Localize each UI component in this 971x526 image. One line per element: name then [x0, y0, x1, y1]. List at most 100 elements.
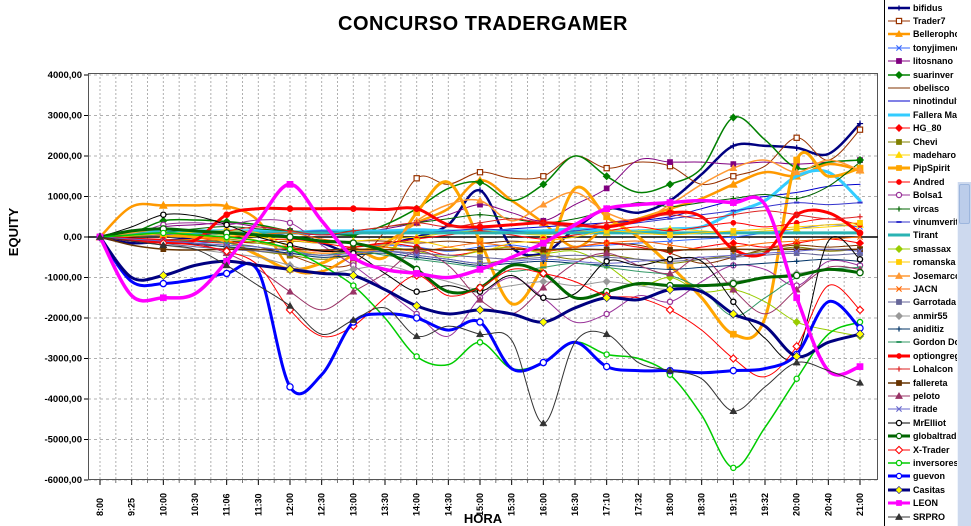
legend-line-sample-icon: [888, 138, 910, 145]
legend-label: itrade: [913, 404, 938, 415]
legend-item-andred[interactable]: Andred: [885, 175, 957, 188]
legend-item-garrotada[interactable]: Garrotada: [885, 296, 957, 309]
legend-line-sample-icon: [888, 485, 910, 494]
y-tick-label: 4000,00: [48, 70, 82, 81]
legend-line-sample-icon: [888, 311, 910, 320]
legend-item-optiongreg[interactable]: optiongreg: [885, 349, 957, 362]
legend-item-srpro[interactable]: SRPRO: [885, 510, 957, 523]
legend-line-sample-icon: [888, 341, 910, 344]
legend-item-anmir55[interactable]: anmir55: [885, 309, 957, 322]
legend-item-mrelliot[interactable]: MrElliot: [885, 416, 957, 429]
legend-item-bifidus[interactable]: bifidus: [885, 1, 957, 14]
legend-item-bellerophon[interactable]: Bellerophon: [885, 28, 957, 41]
legend-item-fallereta[interactable]: fallereta: [885, 376, 957, 389]
legend-label: litosnano: [913, 56, 953, 67]
chart-title: CONCURSO TRADERGAMER: [338, 13, 628, 35]
y-tick-label: 3000,00: [48, 111, 82, 122]
x-tick-label: 16:00: [538, 493, 548, 516]
legend-item-tirant[interactable]: Tirant: [885, 229, 957, 242]
legend-line-sample-icon: [888, 459, 910, 467]
legend-item-globaltrading[interactable]: globaltrading: [885, 430, 957, 443]
x-tick-label: 20:40: [823, 493, 833, 516]
legend-item-aniditiz[interactable]: aniditiz: [885, 322, 957, 335]
legend-line-sample-icon: [888, 391, 910, 399]
legend-line-sample-icon: [888, 244, 910, 253]
x-tick-label: 12:00: [285, 493, 295, 516]
x-tick-label: 18:30: [697, 493, 707, 516]
legend-label: obelisco: [913, 83, 950, 94]
legend-label: suarinver: [913, 69, 954, 80]
legend-item-pipspirit[interactable]: PipSpirit: [885, 162, 957, 175]
legend-item-fallera-major[interactable]: Fallera Major: [885, 108, 957, 121]
legend-line-sample-icon: [888, 285, 910, 292]
legend-label: guevon: [913, 471, 946, 482]
legend-item-guevon[interactable]: guevon: [885, 470, 957, 483]
legend-item-jacn[interactable]: JACN: [885, 282, 957, 295]
legend-label: SRPRO: [913, 511, 946, 522]
scrollbar-thumb[interactable]: [959, 184, 970, 224]
y-tick-label: 0,00: [64, 232, 83, 243]
legend-item-madeharo[interactable]: madeharo: [885, 148, 957, 161]
legend-item-hg-80[interactable]: HG_80: [885, 122, 957, 135]
legend-line-sample-icon: [888, 352, 910, 359]
legend-item-inversores-w[interactable]: inversores.w: [885, 456, 957, 469]
legend-line-sample-icon: [888, 124, 910, 133]
legend-line-sample-icon: [888, 70, 910, 79]
legend-label: Tirant: [913, 230, 938, 241]
x-tick-label: 11:30: [253, 493, 263, 516]
legend-item-trader7[interactable]: Trader7: [885, 14, 957, 27]
equity-line-chart: 8:00 9:25 10:00 10:30 11:06 11:30 12:00 12:30 13…: [44, 70, 878, 516]
legend-label: vircas: [913, 203, 940, 214]
vertical-scrollbar[interactable]: [957, 182, 971, 526]
legend-item-chevi[interactable]: Chevi: [885, 135, 957, 148]
legend-item-tonyjimenez[interactable]: tonyjimenez: [885, 41, 957, 54]
legend-line-sample-icon: [888, 100, 910, 102]
legend-label: vinumveritas: [913, 216, 957, 227]
legend-item-gordon-dow[interactable]: Gordon Dow: [885, 336, 957, 349]
legend-item-peloto[interactable]: peloto: [885, 389, 957, 402]
legend-label: madeharo: [913, 149, 957, 160]
x-tick-label: 17:10: [602, 493, 612, 516]
legend-item-lohalcon[interactable]: Lohalcon: [885, 363, 957, 376]
legend-item-bolsa1[interactable]: Bolsa1: [885, 188, 957, 201]
x-tick-label: 19:32: [760, 493, 770, 516]
legend-line-sample-icon: [888, 366, 910, 372]
y-tick-label: -1000,00: [44, 273, 82, 284]
legend-line-sample-icon: [888, 178, 910, 185]
y-tick-label: 1000,00: [48, 192, 82, 203]
legend-item-leon[interactable]: LEON: [885, 496, 957, 509]
x-tick-label: 21:00: [855, 493, 865, 516]
legend-label: PipSpirit: [913, 163, 951, 174]
y-tick-label: 2000,00: [48, 151, 82, 162]
legend-label: fallereta: [913, 377, 948, 388]
legend-item-itrade[interactable]: itrade: [885, 403, 957, 416]
legend-item-vircas[interactable]: vircas: [885, 202, 957, 215]
legend-item-x-trader[interactable]: X-Trader: [885, 443, 957, 456]
legend-line-sample-icon: [888, 379, 910, 386]
x-tick-label: 10:30: [190, 493, 200, 516]
legend-line-sample-icon: [888, 220, 910, 223]
legend-label: anmir55: [913, 310, 948, 321]
series-srpro: [95, 232, 865, 427]
legend-item-litosnano[interactable]: litosnano: [885, 55, 957, 68]
x-tick-label: 15:00: [475, 493, 485, 516]
legend-item-ninotindultat[interactable]: ninotindultat: [885, 95, 957, 108]
legend-label: X-Trader: [913, 444, 950, 455]
legend-item-josemarcos[interactable]: Josemarcos: [885, 269, 957, 282]
x-tick-label: 14:00: [412, 493, 422, 516]
legend-line-sample-icon: [888, 473, 910, 480]
legend-item-vinumveritas[interactable]: vinumveritas: [885, 215, 957, 228]
legend-line-sample-icon: [888, 299, 910, 306]
x-tick-label: 17:32: [633, 493, 643, 516]
chart-legend: bifidus Trader7 Bellerophon tonyjimenez lito…: [884, 0, 957, 526]
legend-line-sample-icon: [888, 17, 910, 25]
legend-line-sample-icon: [888, 191, 910, 199]
legend-item-romanska[interactable]: romanska: [885, 255, 957, 268]
legend-item-smassax[interactable]: smassax: [885, 242, 957, 255]
legend-label: smassax: [913, 243, 952, 254]
legend-item-obelisco[interactable]: obelisco: [885, 81, 957, 94]
legend-line-sample-icon: [888, 271, 910, 279]
legend-item-casitas[interactable]: Casitas: [885, 483, 957, 496]
legend-label: Andred: [913, 176, 945, 187]
legend-item-suarinver[interactable]: suarinver: [885, 68, 957, 81]
